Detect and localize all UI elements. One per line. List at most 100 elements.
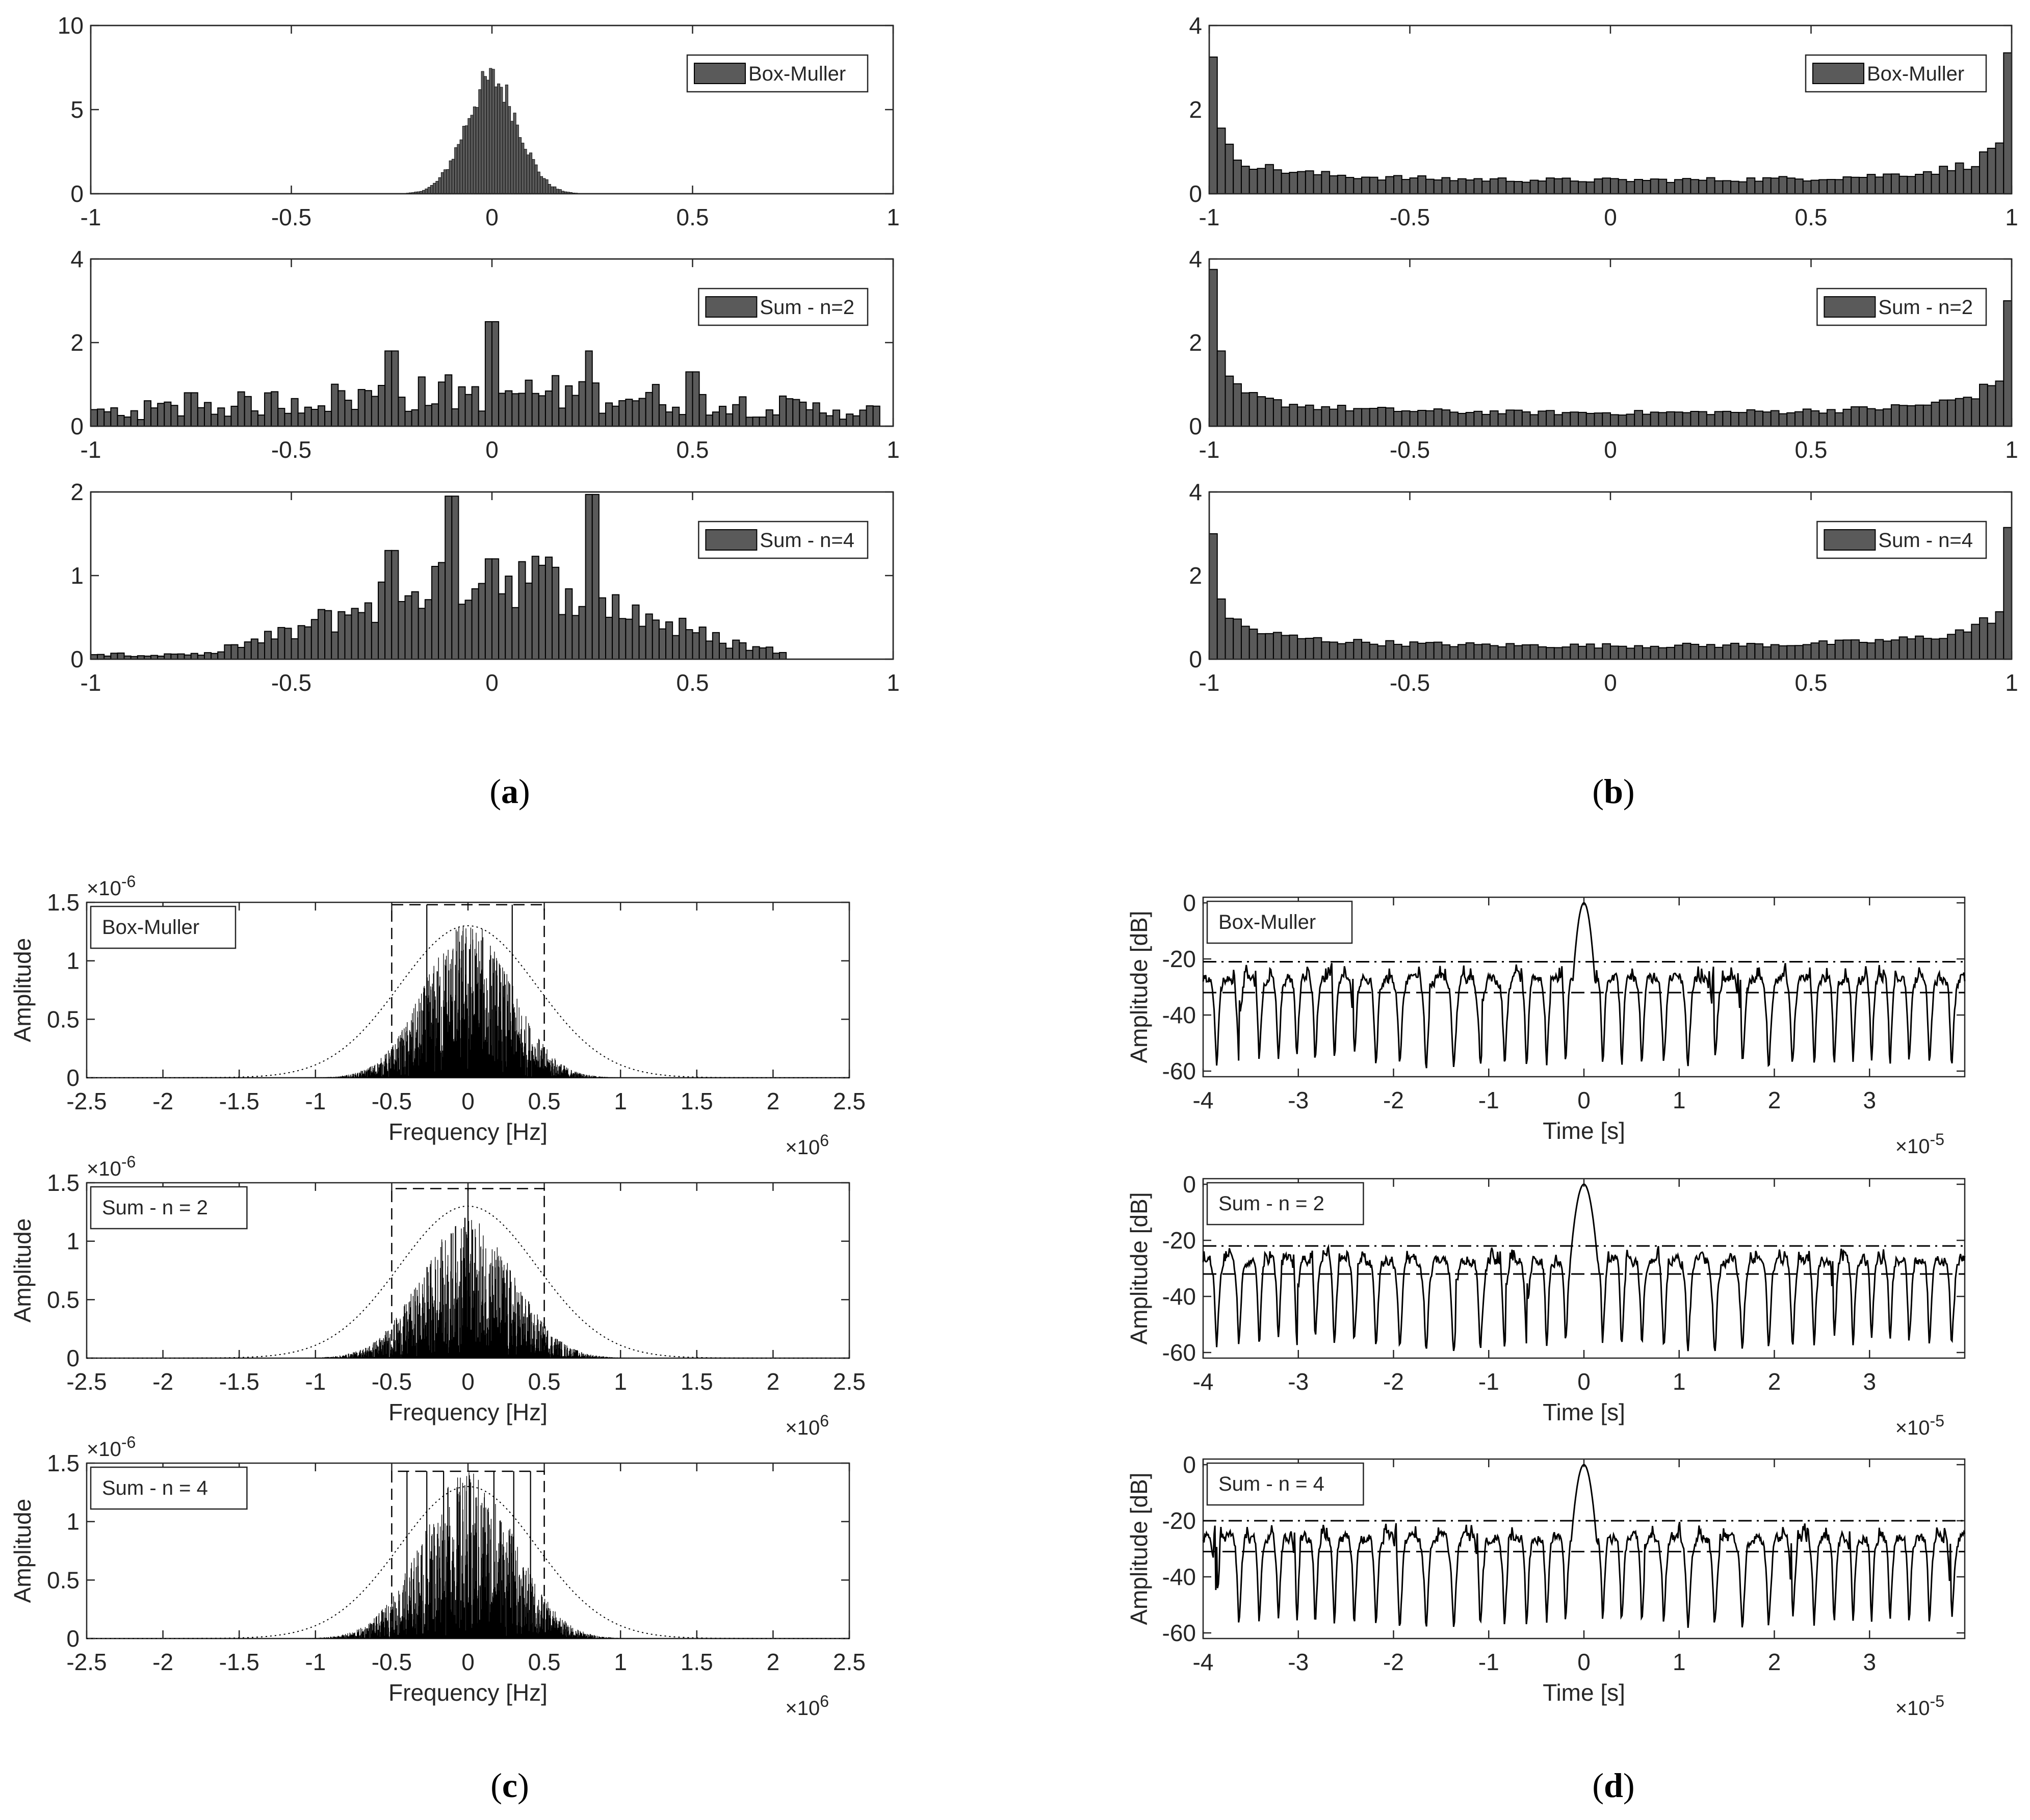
histogram-bar <box>1265 164 1274 194</box>
histogram-bar <box>792 399 800 427</box>
histogram-bar <box>404 595 412 660</box>
x-axis-label: Frequency [Hz] <box>388 1399 548 1425</box>
histogram-bar <box>1465 179 1475 194</box>
legend-box <box>1206 900 1353 944</box>
histogram-bar <box>645 392 653 427</box>
y-exponent-label: ×10-6 <box>87 1433 136 1461</box>
histogram-bar <box>672 406 680 427</box>
histogram-bar <box>451 159 455 194</box>
histogram-bar <box>438 177 441 194</box>
histogram-bar <box>1570 411 1579 427</box>
axes-frame <box>1208 24 2013 195</box>
y-tick-label: 0.5 <box>47 1006 80 1032</box>
histogram-bar <box>1826 179 1836 194</box>
histogram-bar <box>1401 179 1411 194</box>
histogram-bar <box>1866 174 1876 194</box>
histogram-bar <box>524 149 527 194</box>
x-tick-label: 2.5 <box>833 1088 866 1114</box>
histogram-bar <box>264 392 272 427</box>
y-tick-label: 4 <box>1189 12 1202 39</box>
histogram-bar <box>458 386 466 427</box>
x-tick-label: 0.5 <box>528 1649 561 1675</box>
histogram-bar <box>1778 645 1788 660</box>
histogram-bar <box>1489 645 1499 660</box>
autocorrelation-curve <box>1202 902 1966 1069</box>
histogram-bar <box>1626 647 1635 660</box>
histogram-bar <box>772 414 780 427</box>
histogram-bar <box>1305 170 1314 194</box>
y-tick-label: 0 <box>70 180 84 207</box>
histogram-bar <box>398 601 406 660</box>
histogram-bar <box>384 550 393 660</box>
histogram-bar <box>1866 642 1876 660</box>
histogram-bar <box>1409 411 1419 427</box>
histogram-bar <box>177 415 185 427</box>
subplot-d-2: -4 -3 -2 -1 0 1 2 3 -60 -40 -20 0 Sum - n = 2 Time [s… <box>1126 1171 1966 1439</box>
histogram-bar <box>612 405 620 427</box>
histogram-bar <box>1361 641 1370 660</box>
histogram-bar <box>1650 645 1659 660</box>
histogram-bar <box>1883 640 1892 660</box>
histogram-bar <box>679 617 687 660</box>
histogram-bar <box>1907 176 1916 194</box>
histogram-bar <box>1505 409 1515 427</box>
histogram-bar <box>1489 410 1499 427</box>
axes-border <box>1208 258 2013 427</box>
histogram-bar <box>170 405 178 427</box>
x-tick-label: 0.5 <box>676 204 709 230</box>
histogram-bar <box>1505 180 1515 195</box>
histogram-bar <box>551 186 554 194</box>
histogram-bar <box>1553 414 1563 427</box>
histogram-bar <box>625 399 633 427</box>
histogram-bar <box>658 628 667 660</box>
histogram-bar <box>1514 645 1523 660</box>
y-tick-label: 2 <box>1189 562 1202 589</box>
histogram-bar <box>779 652 787 660</box>
histogram-bar <box>483 76 487 194</box>
histogram-bar <box>1810 642 1820 660</box>
x-tick-label: -1 <box>1199 669 1220 696</box>
histogram-bar <box>1730 411 1739 427</box>
histogram-bar <box>578 381 586 427</box>
histogram-bar <box>1851 639 1860 660</box>
y-tick-label: -60 <box>1162 1620 1196 1646</box>
x-tick-label: 2 <box>767 1088 780 1114</box>
x-tick-label: 0 <box>1604 204 1617 230</box>
histogram-bar <box>440 172 444 194</box>
x-exponent-label: ×10-5 <box>1895 1692 1944 1720</box>
x-tick-label: 0 <box>1577 1087 1591 1113</box>
histogram-bar <box>97 408 105 427</box>
histogram-bar <box>1730 180 1739 194</box>
histogram-bar <box>1987 385 1996 427</box>
histogram-bar <box>1457 412 1467 427</box>
histogram-bar <box>284 628 292 660</box>
x-exponent-label: ×10-5 <box>1895 1412 1944 1439</box>
band-limit-box <box>391 904 545 1078</box>
histogram-bar <box>1770 410 1780 427</box>
histogram-bar <box>1602 412 1611 427</box>
x-tick-label: -1 <box>1199 204 1220 230</box>
histogram-bar <box>1409 177 1419 195</box>
legend: Sum - n = 4 <box>1206 1462 1364 1506</box>
histogram-bar <box>1538 646 1547 660</box>
histogram-bar <box>1610 178 1619 194</box>
x-tick-label: -2 <box>152 1368 173 1395</box>
histogram-bar <box>1963 631 1972 660</box>
x-tick-label: 1 <box>2005 436 2018 463</box>
x-tick-label: 1 <box>2005 204 2018 230</box>
histogram-bar <box>544 390 553 427</box>
histogram-bar <box>1746 643 1756 660</box>
y-tick-label: -60 <box>1162 1058 1196 1084</box>
histogram-bar <box>1425 410 1435 427</box>
histogram-bar <box>632 604 640 660</box>
histogram-bar <box>1433 408 1443 427</box>
histogram-bar <box>391 350 399 427</box>
histogram-bar <box>90 409 98 427</box>
histogram-bar <box>190 392 198 427</box>
histogram-bar <box>1265 398 1274 427</box>
histogram-bar <box>1682 642 1691 660</box>
histogram-bar <box>444 169 447 194</box>
x-tick-label: 1 <box>614 1088 627 1114</box>
x-tick-label: 2.5 <box>833 1368 866 1395</box>
x-tick-label: -4 <box>1193 1368 1214 1395</box>
